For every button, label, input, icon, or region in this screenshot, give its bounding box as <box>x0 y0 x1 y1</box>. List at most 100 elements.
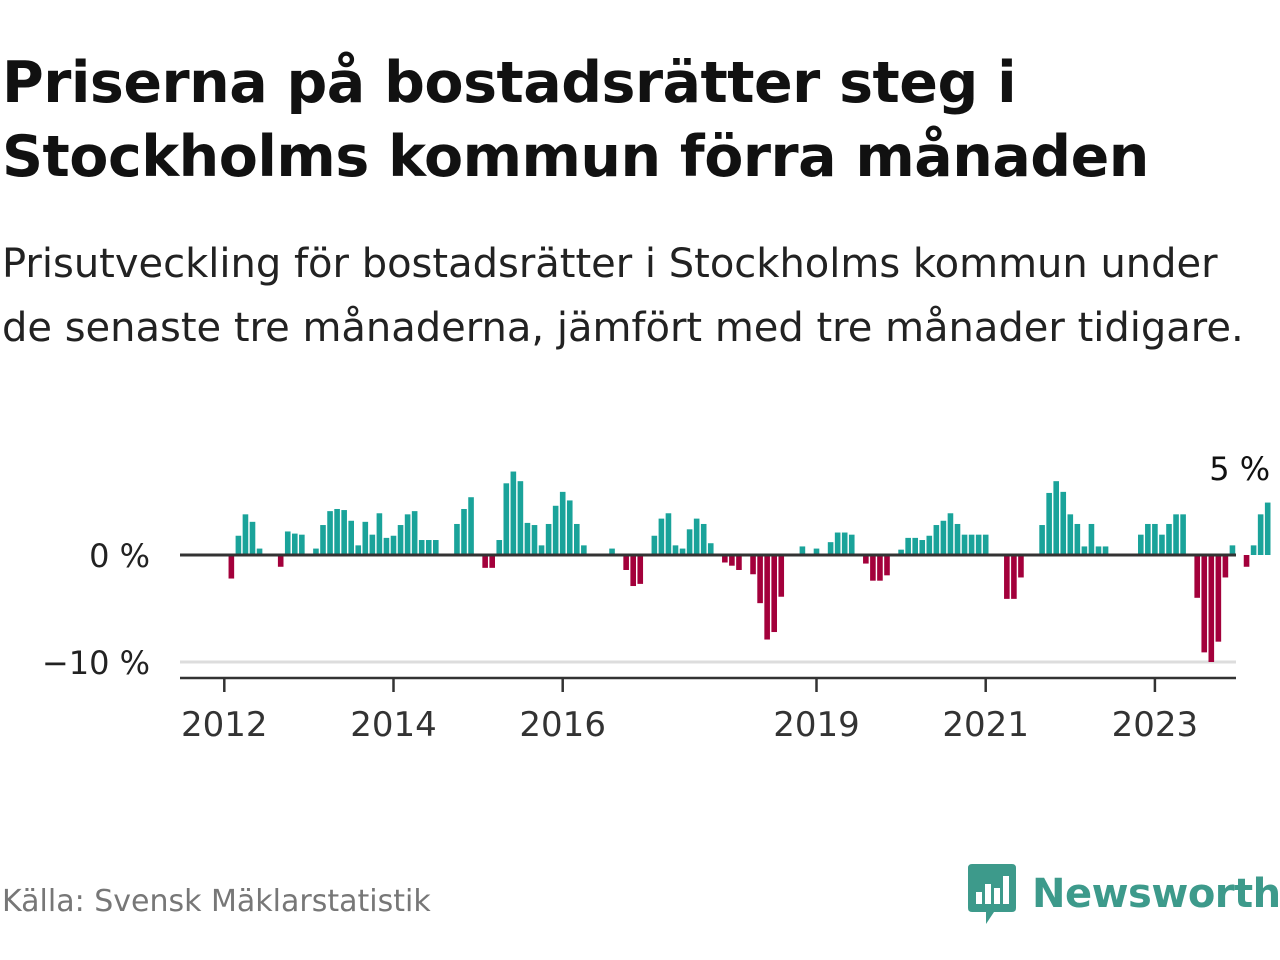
bar <box>397 525 404 555</box>
bar <box>1208 555 1215 662</box>
bar <box>482 555 488 568</box>
bar <box>468 497 474 555</box>
bar <box>813 548 820 555</box>
last-value-label: 5 % <box>1209 450 1270 488</box>
bar <box>277 555 284 567</box>
bar <box>1088 523 1095 555</box>
x-tick-label: 2023 <box>1112 705 1199 745</box>
bar <box>341 510 347 555</box>
bar <box>552 505 559 555</box>
bar <box>348 520 354 555</box>
x-tick-label: 2021 <box>942 705 1029 745</box>
bar <box>383 537 390 555</box>
bar <box>609 548 615 555</box>
bar <box>574 523 580 555</box>
bar <box>320 525 326 555</box>
bar <box>566 500 573 555</box>
bar-chart: 2012 2014 2016 2019 2021 2023 0 % −10 % 5 % <box>42 450 1271 745</box>
bar <box>630 555 636 587</box>
bar <box>1046 492 1052 555</box>
bar <box>764 555 770 640</box>
brand-name: Newsworthy <box>1032 871 1280 917</box>
bar <box>242 514 249 555</box>
newsworthy-logo-icon <box>968 864 1016 924</box>
bar <box>235 535 242 555</box>
bar <box>750 555 756 575</box>
bar <box>1067 514 1074 555</box>
bar <box>863 555 869 564</box>
bar <box>228 555 235 579</box>
bar <box>1095 546 1102 555</box>
bar <box>729 555 735 566</box>
bar <box>489 555 495 568</box>
bar <box>623 555 629 570</box>
bar <box>693 518 700 555</box>
bar <box>827 542 834 555</box>
bar <box>362 521 369 555</box>
bar <box>884 555 890 576</box>
bar <box>284 531 291 555</box>
bar <box>848 534 855 555</box>
x-axis: 2012 2014 2016 2019 2021 2023 <box>180 676 1236 745</box>
bar <box>898 549 904 555</box>
bar <box>961 534 968 555</box>
bar <box>841 532 848 555</box>
bar <box>1138 534 1144 555</box>
bar <box>249 521 256 555</box>
bar <box>1102 546 1109 555</box>
bar <box>1053 481 1059 555</box>
bar <box>1060 491 1067 555</box>
brand-logo[interactable]: Newsworthy <box>966 862 1280 926</box>
bar <box>679 548 686 555</box>
x-tick-label: 2012 <box>181 705 268 745</box>
bar <box>1201 555 1208 653</box>
bar <box>686 529 693 555</box>
y-tick-label: −10 % <box>42 644 150 682</box>
bar <box>799 546 806 555</box>
bar <box>1222 555 1229 578</box>
x-tick-label: 2019 <box>773 705 860 745</box>
bar <box>454 523 460 555</box>
bars <box>228 471 1271 662</box>
bar <box>665 513 672 555</box>
bar <box>870 555 876 581</box>
bar <box>778 555 785 597</box>
chart-title: Priserna på bostadsrätter steg i Stockho… <box>2 50 1149 190</box>
bar <box>771 555 777 633</box>
bar <box>545 523 552 555</box>
bar <box>538 545 545 555</box>
bar <box>1257 514 1264 555</box>
bar <box>707 543 714 555</box>
bar <box>510 471 517 555</box>
bar <box>905 537 911 555</box>
bar <box>1159 534 1165 555</box>
bar <box>700 523 707 555</box>
bar <box>433 540 439 555</box>
bar <box>757 555 763 604</box>
bar <box>461 508 467 555</box>
bar <box>327 511 333 555</box>
bar <box>390 535 397 555</box>
bar <box>975 534 982 555</box>
annotations: 5 % <box>1209 450 1270 488</box>
bar <box>1180 514 1186 555</box>
bar <box>313 548 319 555</box>
bar <box>496 540 503 555</box>
bar <box>1004 555 1010 599</box>
bar <box>404 514 411 555</box>
bar <box>1152 523 1158 555</box>
bar <box>1166 523 1172 555</box>
bar <box>919 540 926 555</box>
bar <box>1074 523 1081 555</box>
bar <box>369 534 376 555</box>
chart-subtitle: Prisutveckling för bostadsrätter i Stock… <box>2 241 1244 351</box>
bar <box>299 534 305 555</box>
bar <box>355 545 362 555</box>
bar <box>1039 525 1045 555</box>
bar <box>376 513 383 555</box>
bar <box>954 523 961 555</box>
bar <box>1229 545 1236 555</box>
bar <box>418 540 425 555</box>
x-tick-label: 2016 <box>519 705 606 745</box>
bar <box>1145 523 1151 555</box>
